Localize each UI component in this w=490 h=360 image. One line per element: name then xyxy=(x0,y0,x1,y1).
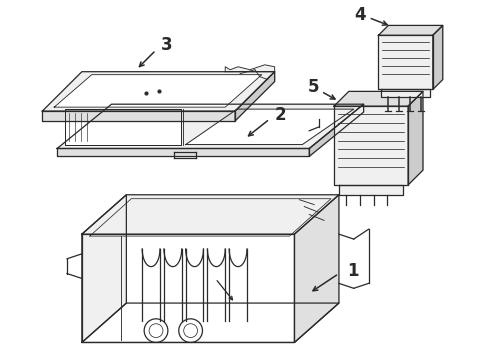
Polygon shape xyxy=(378,35,433,89)
Polygon shape xyxy=(339,185,403,195)
Text: 3: 3 xyxy=(161,36,172,54)
Text: 2: 2 xyxy=(275,106,286,124)
Polygon shape xyxy=(381,89,430,97)
Polygon shape xyxy=(82,195,126,342)
Polygon shape xyxy=(378,26,443,35)
Polygon shape xyxy=(309,104,364,156)
Polygon shape xyxy=(82,303,339,342)
Polygon shape xyxy=(235,72,275,121)
Text: 1: 1 xyxy=(347,262,358,280)
Polygon shape xyxy=(433,26,443,89)
Polygon shape xyxy=(408,91,423,185)
Polygon shape xyxy=(82,234,294,342)
Polygon shape xyxy=(225,65,275,72)
Text: 5: 5 xyxy=(307,78,319,96)
Polygon shape xyxy=(42,111,235,121)
Polygon shape xyxy=(42,72,275,111)
Polygon shape xyxy=(334,91,423,106)
Polygon shape xyxy=(334,106,408,185)
Polygon shape xyxy=(186,109,354,145)
Polygon shape xyxy=(57,148,309,156)
Text: 4: 4 xyxy=(354,6,366,24)
Polygon shape xyxy=(65,109,181,145)
Polygon shape xyxy=(54,75,262,107)
Polygon shape xyxy=(82,195,339,234)
Polygon shape xyxy=(57,104,364,148)
Polygon shape xyxy=(294,195,339,342)
